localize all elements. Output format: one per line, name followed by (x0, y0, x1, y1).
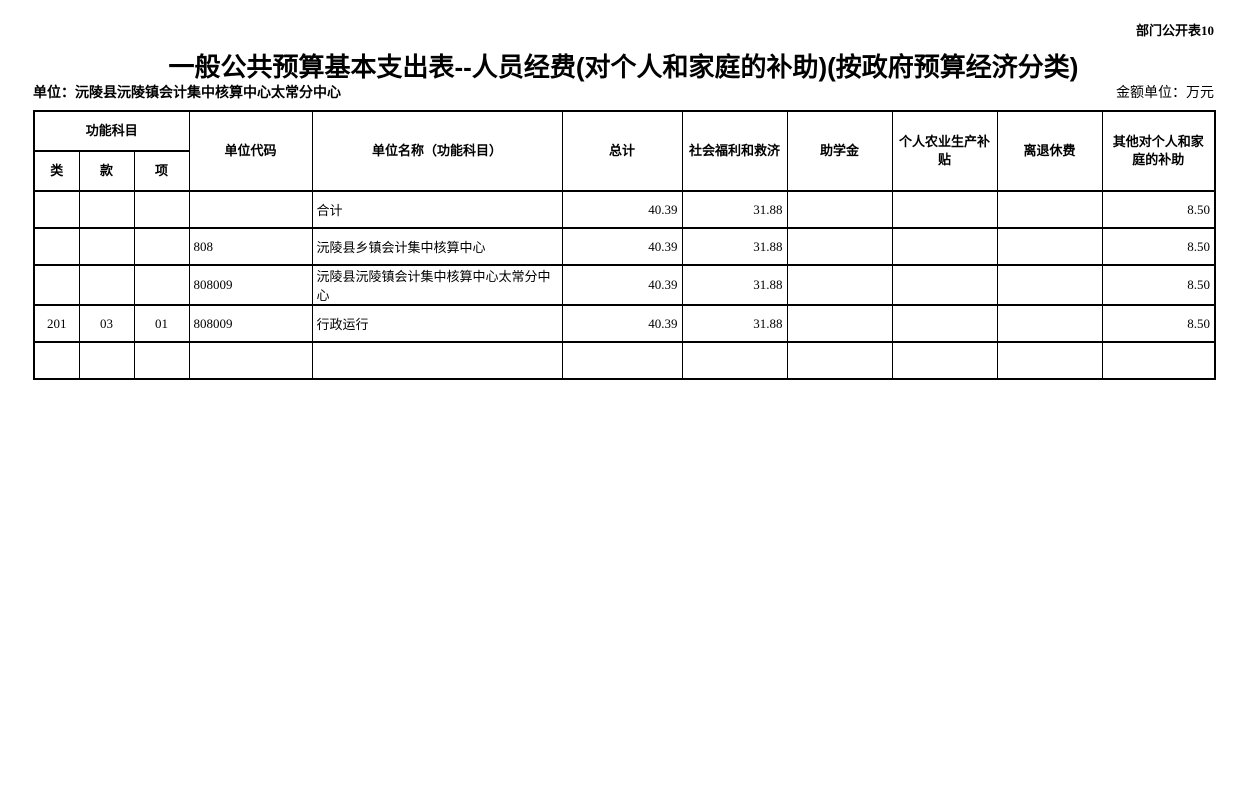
cell-agri-subsidy (891, 304, 998, 343)
cell-total: 40.39 (561, 264, 683, 306)
col-header-xiang: 项 (133, 150, 190, 192)
cell-xiang (133, 264, 190, 306)
table-row-total: 合计 40.39 31.88 8.50 (33, 190, 1216, 229)
cell-retirement (996, 190, 1103, 229)
cell-lei (33, 341, 80, 380)
cell-welfare (681, 341, 788, 380)
cell-welfare: 31.88 (681, 227, 788, 266)
cell-agri-subsidy (891, 341, 998, 380)
header-row-2: 类 款 项 (33, 150, 1215, 192)
header-row-1: 功能科目 单位代码 单位名称（功能科目） 总计 社会福利和救济 助学金 个人农业… (33, 110, 1216, 192)
cell-unit-name: 沅陵县沅陵镇会计集中核算中心太常分中心 (311, 264, 563, 306)
col-header-agri-subsidy: 个人农业生产补贴 (891, 110, 998, 192)
table-row-808009: 808009 沅陵县沅陵镇会计集中核算中心太常分中心 40.39 31.88 8… (33, 264, 1216, 306)
col-header-unit-code: 单位代码 (188, 110, 313, 192)
unit-label: 单位：沅陵县沅陵镇会计集中核算中心太常分中心 (33, 84, 341, 100)
cell-scholarship (786, 341, 893, 380)
cell-total: 40.39 (561, 190, 683, 229)
cell-kuan (78, 227, 135, 266)
cell-agri-subsidy (891, 264, 998, 306)
cell-other-subsidy: 8.50 (1101, 190, 1216, 229)
cell-other-subsidy: 8.50 (1101, 264, 1216, 306)
col-header-kuan: 款 (78, 150, 135, 192)
cell-kuan (78, 190, 135, 229)
col-header-other-subsidy: 其他对个人和家庭的补助 (1101, 110, 1216, 192)
cell-xiang (133, 341, 190, 380)
cell-welfare: 31.88 (681, 264, 788, 306)
cell-xiang (133, 227, 190, 266)
meta-row: 单位：沅陵县沅陵镇会计集中核算中心太常分中心 金额单位：万元 (33, 82, 1214, 102)
cell-unit-code (188, 341, 313, 380)
cell-unit-name: 合计 (311, 190, 563, 229)
cell-scholarship (786, 190, 893, 229)
cell-scholarship (786, 264, 893, 306)
cell-total: 40.39 (561, 304, 683, 343)
cell-lei (33, 190, 80, 229)
cell-agri-subsidy (891, 190, 998, 229)
col-header-lei: 类 (33, 150, 80, 192)
cell-lei: 201 (33, 304, 80, 343)
cell-unit-name: 沅陵县乡镇会计集中核算中心 (311, 227, 563, 266)
cell-scholarship (786, 304, 893, 343)
budget-table: 功能科目 单位代码 单位名称（功能科目） 总计 社会福利和救济 助学金 个人农业… (33, 110, 1217, 380)
cell-unit-code (188, 190, 313, 229)
cell-lei (33, 227, 80, 266)
cell-xiang (133, 190, 190, 229)
cell-unit-code: 808 (188, 227, 313, 266)
cell-xiang: 01 (133, 304, 190, 343)
cell-kuan (78, 341, 135, 380)
cell-unit-code: 808009 (188, 304, 313, 343)
cell-welfare: 31.88 (681, 304, 788, 343)
cell-kuan (78, 264, 135, 306)
cell-agri-subsidy (891, 227, 998, 266)
cell-other-subsidy: 8.50 (1101, 227, 1216, 266)
cell-retirement (996, 264, 1103, 306)
cell-retirement (996, 341, 1103, 380)
col-header-unit-name: 单位名称（功能科目） (311, 110, 563, 192)
cell-total (561, 341, 683, 380)
cell-scholarship (786, 227, 893, 266)
col-header-func-subject: 功能科目 (33, 110, 190, 152)
cell-unit-name: 行政运行 (311, 304, 563, 343)
cell-other-subsidy (1101, 341, 1216, 380)
amount-unit-label: 金额单位：万元 (1116, 86, 1214, 101)
cell-unit-code: 808009 (188, 264, 313, 306)
col-header-total: 总计 (561, 110, 683, 192)
col-header-retirement: 离退休费 (996, 110, 1103, 192)
cell-welfare: 31.88 (681, 190, 788, 229)
cell-other-subsidy: 8.50 (1101, 304, 1216, 343)
table-row-808: 808 沅陵县乡镇会计集中核算中心 40.39 31.88 8.50 (33, 227, 1216, 266)
cell-unit-name (311, 341, 563, 380)
table-row-201-03-01: 201 03 01 808009 行政运行 40.39 31.88 8.50 (33, 304, 1216, 343)
cell-kuan: 03 (78, 304, 135, 343)
page-title: 一般公共预算基本支出表--人员经费(对个人和家庭的补助)(按政府预算经济分类) (168, 52, 1079, 82)
cell-lei (33, 264, 80, 306)
col-header-welfare: 社会福利和救济 (681, 110, 788, 192)
cell-retirement (996, 304, 1103, 343)
corner-table-number: 部门公开表10 (1135, 23, 1214, 38)
table-row-empty (33, 341, 1216, 380)
cell-total: 40.39 (561, 227, 683, 266)
cell-retirement (996, 227, 1103, 266)
col-header-scholarship: 助学金 (786, 110, 893, 192)
